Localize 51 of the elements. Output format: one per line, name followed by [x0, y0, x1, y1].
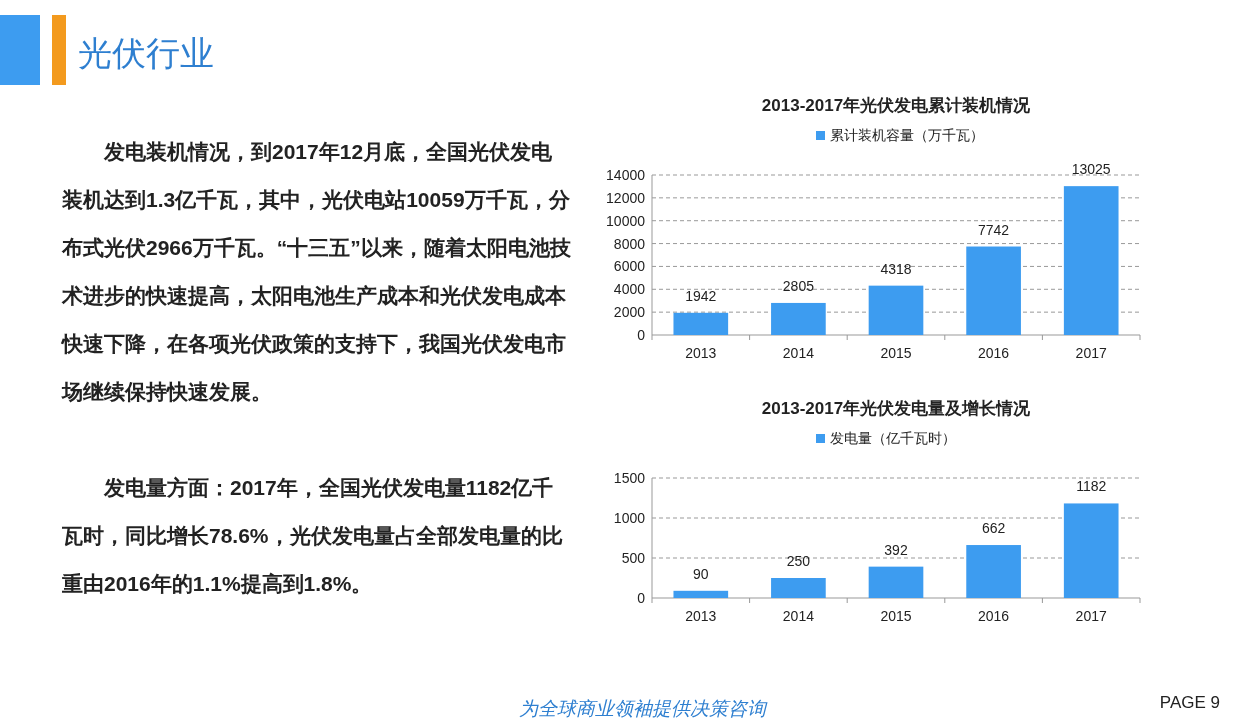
- y-tick-label: 14000: [606, 167, 646, 183]
- text: 光伏行业: [78, 34, 214, 72]
- y-tick-label: 500: [621, 550, 646, 566]
- legend-label: 发电量（亿千瓦时）: [830, 430, 956, 446]
- text: 发电装机情况，到2017年12月底，全国光伏发电装机达到1.3亿千瓦，其中，光伏电站10059万千瓦，分布式光伏2966万千瓦。“十三五”以来，随着太阳电池技术进步的快速提高，太阳电池生产成本和光伏发电成本快速下降，在各项光伏政策的支持下，我国光伏发电市场继续保持快速发展。: [62, 139, 572, 405]
- data-label: 662: [981, 520, 1006, 537]
- data-label: 2805: [782, 277, 815, 294]
- y-tick-label: 0: [637, 327, 646, 343]
- data-label: 7742: [978, 221, 1010, 238]
- x-tick-label: 2013: [685, 345, 717, 361]
- bar: [771, 302, 826, 335]
- y-tick-label: 4000: [613, 281, 646, 298]
- x-tick-label: 2014: [782, 608, 815, 624]
- data-label: 250: [786, 553, 811, 569]
- text: PAGE 9: [1159, 693, 1220, 712]
- bar: [673, 590, 729, 598]
- data-label: 4318: [880, 260, 912, 277]
- bar: [1063, 186, 1119, 335]
- x-tick-label: 2014: [782, 345, 815, 361]
- bar: [966, 545, 1021, 598]
- bar: [673, 312, 729, 335]
- y-tick-label: 8000: [613, 235, 646, 252]
- bar: [771, 578, 826, 598]
- y-tick-label: 10000: [606, 212, 646, 229]
- text: 为全球商业领袖提供决策咨询: [518, 698, 768, 719]
- bar: [966, 246, 1021, 335]
- y-tick-label: 1000: [613, 510, 646, 526]
- y-tick-label: 12000: [606, 189, 646, 206]
- y-tick-label: 6000: [613, 258, 646, 275]
- y-tick-label: 1500: [613, 470, 646, 486]
- x-tick-label: 2015: [880, 608, 912, 624]
- y-tick-label: 0: [637, 590, 646, 606]
- data-label: 1182: [1076, 478, 1107, 495]
- x-tick-label: 2017: [1075, 608, 1107, 624]
- data-label: 13025: [1071, 161, 1111, 178]
- x-tick-label: 2017: [1075, 345, 1107, 361]
- bar: [1063, 503, 1119, 598]
- legend-label: 累计装机容量（万千瓦）: [830, 127, 984, 143]
- chart-title: 2013-2017年光伏发电量及增长情况: [761, 399, 1032, 418]
- x-tick-label: 2015: [880, 345, 912, 361]
- x-tick-label: 2013: [685, 608, 717, 624]
- y-tick-label: 2000: [613, 304, 646, 321]
- x-tick-label: 2016: [978, 345, 1010, 361]
- data-label: 90: [693, 565, 709, 582]
- data-label: 392: [884, 541, 908, 558]
- x-tick-label: 2016: [978, 608, 1010, 624]
- bar: [868, 566, 924, 598]
- text: 发电量方面：2017年，全国光伏发电量1182亿千瓦时，同比增长78.6%，光伏发电量占全部发电量的比重由2016年的1.1%提高到1.8%。: [62, 475, 564, 597]
- chart-title: 2013-2017年光伏发电累计装机情况: [761, 96, 1032, 115]
- bar: [868, 285, 924, 335]
- data-label: 1942: [685, 287, 717, 304]
